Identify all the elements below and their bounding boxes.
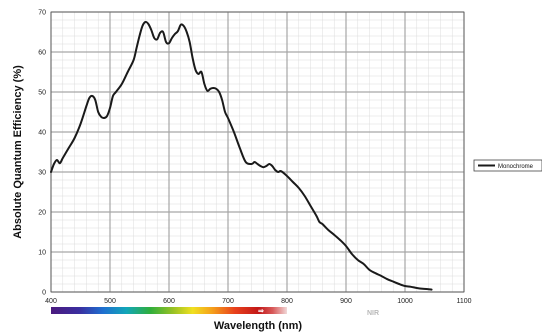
series-line-monochrome [50,20,433,291]
y-axis-label: Absolute Quantum Efficiency (%) [12,65,24,239]
y-tick-label: 10 [38,250,46,257]
x-tick-label: 600 [163,298,175,305]
x-tick-label: 1100 [456,298,471,305]
y-tick-labels: 0 10 20 30 40 50 60 70 [38,10,46,297]
spectrum-arrow: ⇒ [258,308,264,315]
plot-frame [50,11,465,293]
x-tick-label: 700 [222,298,234,305]
x-tick-label: 800 [281,298,293,305]
y-tick-label: 70 [38,10,46,17]
x-tick-label: 900 [340,298,352,305]
legend-label-monochrome: Monochrome [498,164,534,170]
plot-area [51,12,464,292]
y-tick-label: 50 [38,90,46,97]
y-tick-label: 60 [38,50,46,57]
y-tick-label: 40 [38,130,46,137]
x-tick-label: 500 [104,298,116,305]
y-tick-label: 30 [38,170,46,177]
y-tick-label: 0 [42,290,46,297]
legend: Monochrome [473,159,542,172]
nir-label: NIR [367,310,379,317]
legend-box [473,159,542,172]
y-tick-label: 20 [38,210,46,217]
x-tick-labels: 400 500 600 700 800 900 1000 1100 [45,298,471,305]
visible-spectrum-bar [51,307,287,314]
x-tick-label: 1000 [397,298,413,305]
x-axis-label: Wavelength (nm) [214,320,303,332]
series-layer [50,20,433,291]
x-tick-label: 400 [45,298,57,305]
